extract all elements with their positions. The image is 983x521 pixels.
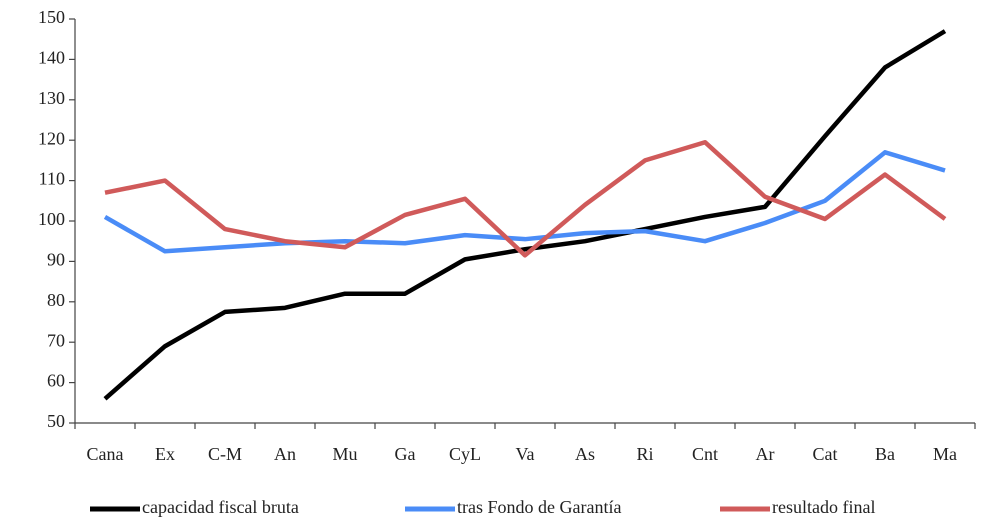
x-tick-label: Cnt xyxy=(692,444,718,464)
y-tick-label: 90 xyxy=(47,250,65,270)
x-tick-label: Va xyxy=(516,444,535,464)
x-tick-label: Mu xyxy=(332,444,357,464)
y-tick-label: 110 xyxy=(39,169,65,189)
legend-label: capacidad fiscal bruta xyxy=(142,497,299,517)
y-tick-label: 70 xyxy=(47,330,65,350)
y-tick-label: 100 xyxy=(38,209,65,229)
x-tick-label: Cat xyxy=(813,444,838,464)
y-tick-label: 50 xyxy=(47,411,65,431)
y-tick-label: 60 xyxy=(47,371,65,391)
line-series xyxy=(103,29,947,401)
legend-label: tras Fondo de Garantía xyxy=(457,497,621,517)
legend-label: resultado final xyxy=(772,497,875,517)
y-tick-label: 150 xyxy=(38,7,65,27)
x-tick-label: Ba xyxy=(875,444,895,464)
line-series xyxy=(103,150,946,254)
y-tick-label: 120 xyxy=(38,128,65,148)
x-tick-label: CyL xyxy=(449,444,481,464)
x-tick-label: Cana xyxy=(87,444,124,464)
x-tick-label: As xyxy=(575,444,595,464)
y-tick-label: 140 xyxy=(38,48,65,68)
line-series xyxy=(104,139,947,258)
x-tick-label: Ma xyxy=(933,444,957,464)
y-tick-label: 80 xyxy=(47,290,65,310)
x-tick-label: An xyxy=(274,444,296,464)
x-tick-label: Ar xyxy=(756,444,775,464)
x-tick-label: Ga xyxy=(395,444,416,464)
y-tick-label: 130 xyxy=(38,88,65,108)
x-tick-label: Ex xyxy=(155,444,175,464)
x-tick-label: C-M xyxy=(208,444,242,464)
x-tick-label: Ri xyxy=(636,444,653,464)
